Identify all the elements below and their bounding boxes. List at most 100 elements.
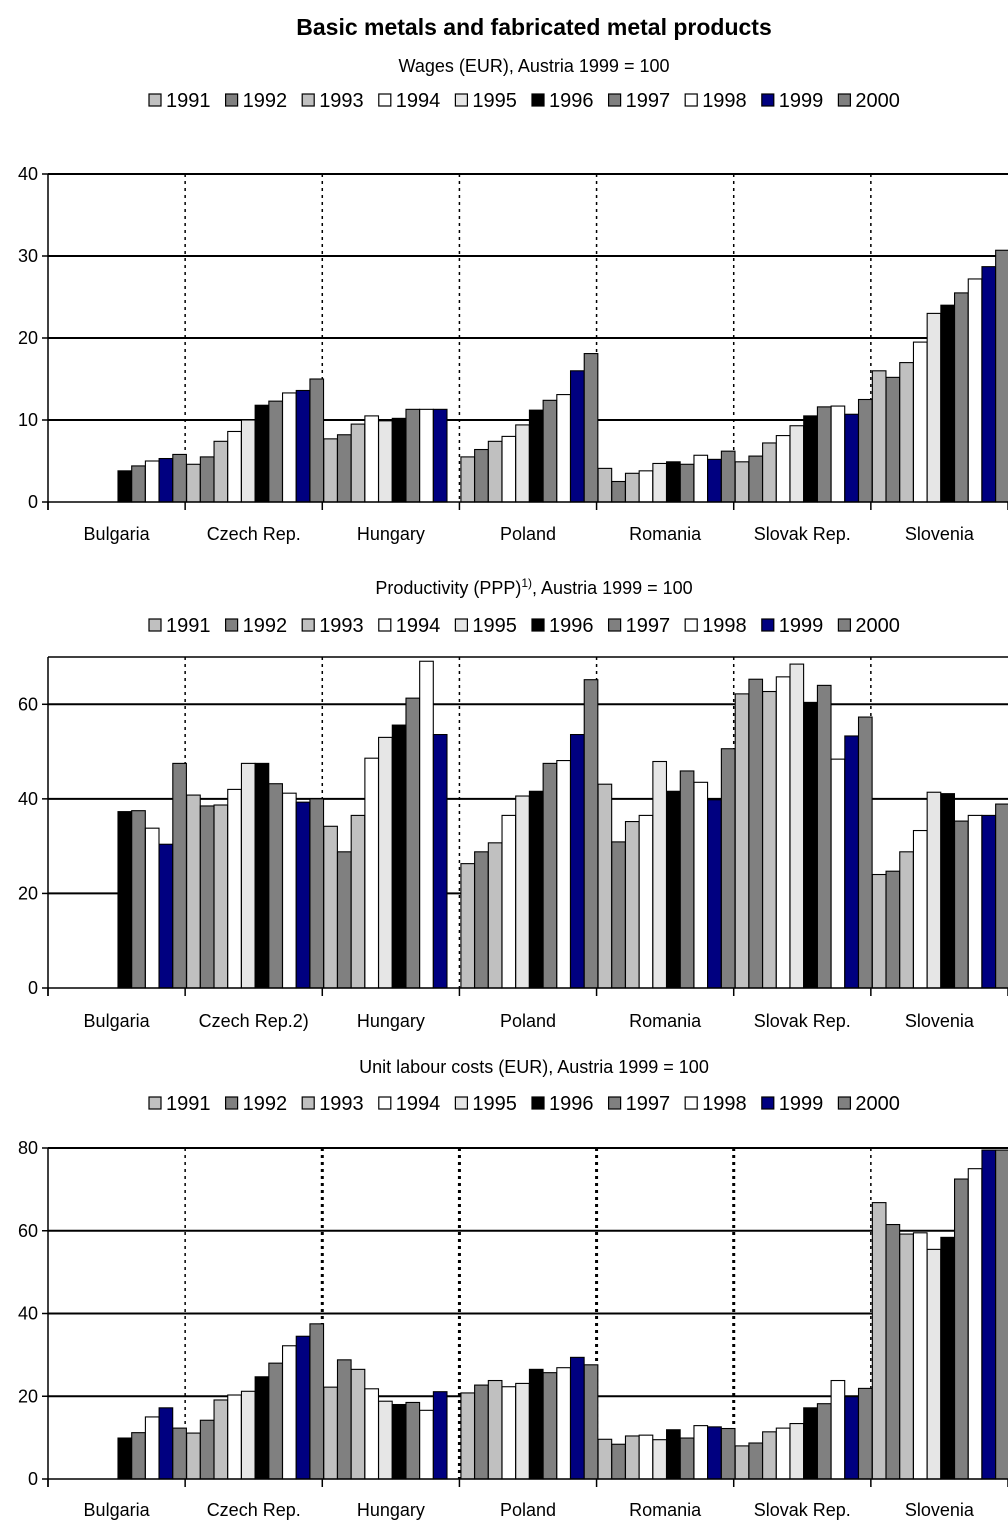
bar-slovenia-1991 — [871, 370, 887, 503]
bar-hungary-1993 — [350, 814, 366, 989]
legend-label-1996: 1996 — [549, 615, 594, 637]
bar-bulgaria-1999 — [158, 843, 174, 989]
bar-slovenia-1991 — [871, 873, 887, 989]
bar-hungary-1997 — [405, 697, 421, 989]
bar-slovenia-1992 — [885, 376, 901, 503]
bar-czech-rep--1995 — [240, 1390, 256, 1480]
bar-poland-1995 — [515, 795, 530, 989]
bar-romania-1996 — [666, 1429, 681, 1480]
bar-poland-1997 — [542, 399, 558, 503]
bar-slovenia-1999 — [981, 814, 997, 989]
bar-bulgaria-1996 — [117, 811, 133, 989]
bar-poland-1994 — [501, 435, 517, 503]
legend-label-1991: 1991 — [166, 90, 211, 112]
y-tick-label: 40 — [18, 164, 38, 184]
bar-slovenia-1993 — [899, 362, 914, 503]
bar-slovak-rep--1998 — [830, 405, 846, 503]
bar-hungary-1993 — [350, 423, 366, 503]
legend-swatch-1999 — [761, 618, 775, 632]
bar-bulgaria-1998 — [144, 460, 160, 503]
y-tick-label: 20 — [18, 1386, 38, 1406]
bar-slovak-rep--1999 — [844, 1396, 859, 1480]
bar-slovenia-1996 — [940, 1236, 956, 1480]
bar-romania-2000 — [720, 450, 736, 503]
category-label: Slovenia — [905, 524, 975, 544]
bar-slovenia-1995 — [926, 791, 942, 989]
bar-poland-1992 — [474, 448, 489, 503]
bar-czech-rep--2000 — [309, 378, 325, 503]
bar-hungary-1994 — [364, 757, 380, 989]
bar-czech-rep--1998 — [281, 392, 297, 503]
bar-romania-1993 — [624, 472, 640, 503]
legend-swatch-1992 — [225, 93, 239, 107]
legend: 1991 1992 1993 1994 1995 1996 1997 1998 1999 2000 — [148, 615, 900, 637]
bar-hungary-1992 — [336, 434, 352, 503]
bar-poland-1992 — [474, 1384, 489, 1480]
legend-swatch-1998 — [684, 1096, 698, 1110]
legend-swatch-1992 — [225, 618, 239, 632]
bar-poland-2000 — [583, 1364, 599, 1480]
bar-romania-2000 — [720, 748, 736, 989]
legend-label-2000: 2000 — [855, 615, 900, 637]
bar-czech-rep-2--1993 — [213, 804, 229, 989]
bar-slovak-rep--1999 — [844, 735, 859, 989]
bar-poland-1991 — [460, 863, 476, 989]
bar-romania-1993 — [624, 1435, 640, 1480]
bar-czech-rep-2--1994 — [227, 788, 242, 989]
legend-label-1994: 1994 — [396, 1093, 441, 1115]
bar-slovenia-1992 — [885, 1223, 901, 1480]
bar-bulgaria-2000 — [172, 1427, 187, 1480]
bar-slovenia-2000 — [995, 803, 1008, 989]
legend-swatch-1998 — [684, 93, 698, 107]
bar-romania-1999 — [707, 458, 722, 503]
bar-poland-1992 — [474, 851, 489, 989]
bar-poland-1995 — [515, 1382, 530, 1480]
bar-bulgaria-1998 — [144, 827, 160, 989]
bar-hungary-1993 — [350, 1368, 366, 1480]
bar-slovak-rep--1992 — [748, 1442, 764, 1480]
y-tick-label: 40 — [18, 789, 38, 809]
bar-czech-rep--1991 — [186, 463, 201, 503]
category-label: Poland — [500, 524, 556, 544]
bar-slovak-rep--1992 — [748, 678, 764, 989]
bar-poland-1993 — [487, 440, 503, 503]
bar-czech-rep--1993 — [213, 1399, 229, 1480]
bar-slovak-rep--1993 — [762, 442, 777, 503]
legend-swatch-1993 — [301, 93, 315, 107]
bar-hungary-1991 — [323, 825, 338, 989]
legend-label-1991: 1991 — [166, 615, 211, 637]
bar-romania-1998 — [693, 781, 709, 989]
legend-swatch-1995 — [454, 1096, 468, 1110]
chart-title: Unit labour costs (EUR), Austria 1999 = … — [359, 1057, 709, 1077]
bar-poland-1999 — [569, 733, 585, 989]
bar-romania-1992 — [611, 480, 626, 503]
bar-slovak-rep--1991 — [734, 461, 750, 503]
y-tick-label: 60 — [18, 1221, 38, 1241]
legend-label-1993: 1993 — [319, 615, 364, 637]
bar-slovenia-1999 — [981, 266, 997, 503]
bar-slovenia-1993 — [899, 851, 914, 989]
bar-slovenia-1997 — [954, 820, 969, 989]
legend-label-1992: 1992 — [243, 1093, 288, 1115]
legend-label-1999: 1999 — [779, 615, 824, 637]
bar-romania-1999 — [707, 799, 722, 989]
legend-label-1992: 1992 — [243, 615, 288, 637]
bar-romania-1999 — [707, 1426, 722, 1480]
legend-swatch-1997 — [607, 618, 622, 632]
legend-label-1999: 1999 — [779, 1093, 824, 1115]
bar-slovak-rep--1997 — [816, 406, 832, 503]
bar-romania-1991 — [597, 467, 613, 503]
legend: 1991 1992 1993 1994 1995 1996 1997 1998 1999 2000 — [148, 1093, 900, 1115]
legend-label-1993: 1993 — [319, 1093, 364, 1115]
bar-romania-1994 — [638, 814, 654, 989]
bar-hungary-1998 — [419, 408, 434, 503]
bar-slovak-rep--1995 — [789, 663, 805, 989]
y-tick-label: 20 — [18, 328, 38, 348]
y-tick-label: 60 — [18, 694, 38, 714]
y-tick-label: 0 — [28, 978, 38, 998]
bar-romania-1995 — [652, 760, 668, 989]
bar-romania-1991 — [597, 1438, 613, 1480]
bar-slovak-rep--1995 — [789, 1423, 805, 1480]
